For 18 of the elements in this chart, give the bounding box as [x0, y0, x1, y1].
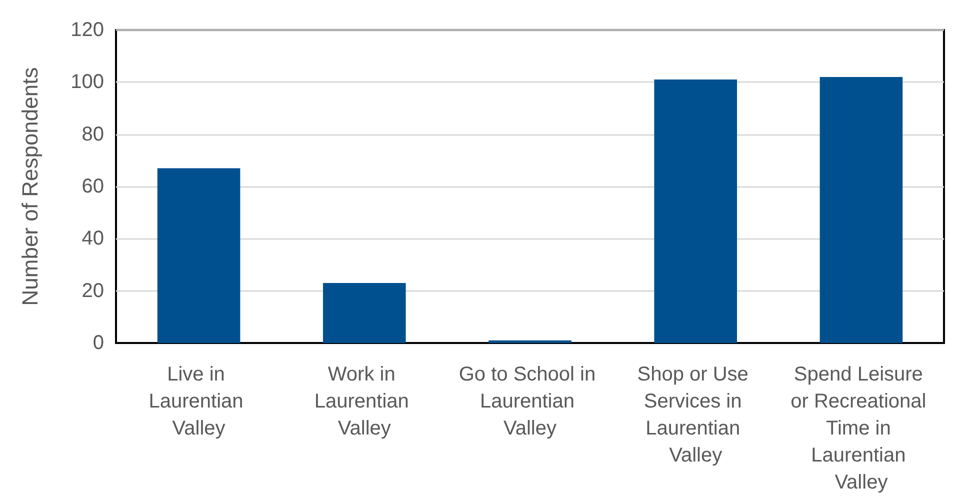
- y-tick-label: 80: [82, 123, 104, 146]
- y-tick-label: 60: [82, 176, 104, 198]
- bar: [820, 76, 903, 343]
- y-tick-label: 0: [92, 332, 104, 354]
- x-tick-label: Work in Laurentian Valley: [314, 364, 414, 440]
- bar: [157, 168, 240, 343]
- y-axis-title: Number of Respondents: [18, 67, 42, 306]
- x-tick-label: Go to School in Laurentian Valley: [458, 364, 602, 440]
- x-tick-label: Shop or Use Services in Laurentian Valley: [637, 364, 754, 466]
- y-tick-label: 100: [70, 71, 104, 94]
- bar: [488, 340, 572, 343]
- x-tick-label: Live in Laurentian Valley: [148, 364, 249, 440]
- bar: [654, 80, 737, 343]
- bar: [323, 283, 406, 343]
- y-tick-label: 120: [70, 19, 104, 41]
- y-tick-label: 40: [82, 228, 104, 250]
- y-tick-label: 20: [82, 280, 104, 302]
- x-tick-label: Spend Leisure or Recreational Time in Laurentian Valley: [790, 364, 932, 494]
